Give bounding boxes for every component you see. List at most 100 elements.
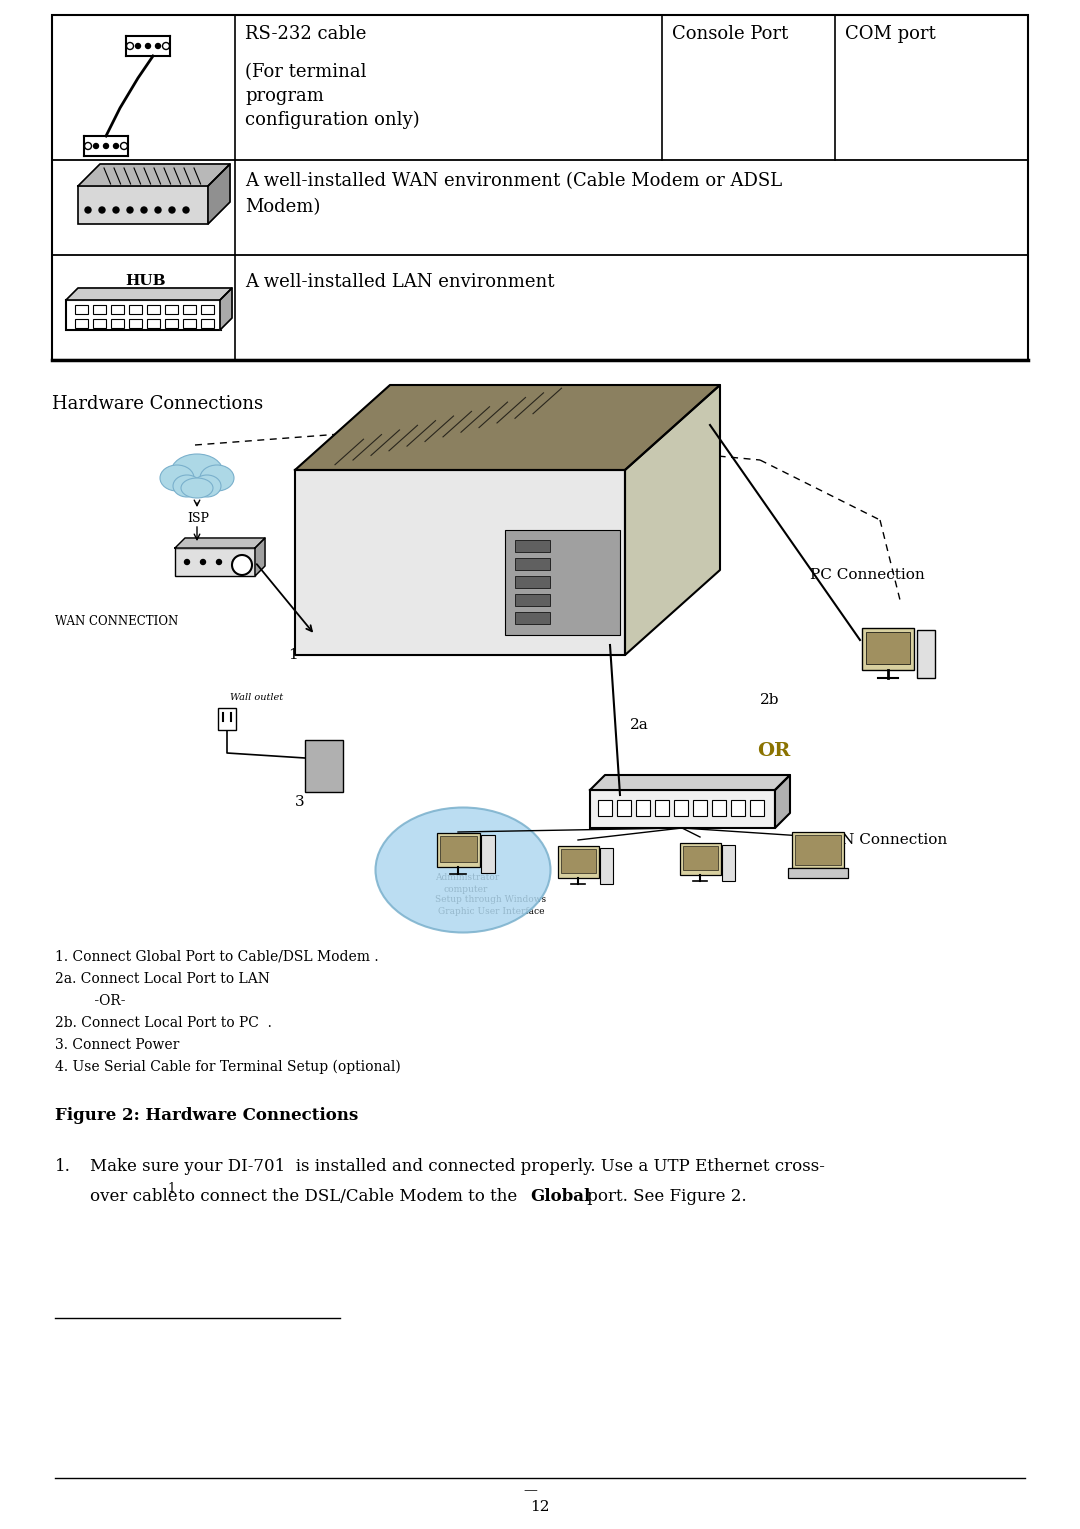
Bar — [600, 849, 613, 884]
Polygon shape — [295, 469, 625, 654]
Text: 3. Connect Power: 3. Connect Power — [55, 1038, 179, 1052]
Ellipse shape — [104, 144, 108, 148]
Text: Administrator: Administrator — [435, 873, 499, 882]
Bar — [617, 800, 631, 816]
Polygon shape — [78, 164, 230, 187]
Text: ISP: ISP — [187, 512, 210, 524]
Text: 2a: 2a — [630, 719, 649, 732]
Text: port. See Figure 2.: port. See Figure 2. — [582, 1188, 746, 1205]
Bar — [636, 800, 650, 816]
Text: Cable/DSL: Cable/DSL — [177, 550, 226, 560]
Text: WAN CONNECTION: WAN CONNECTION — [55, 615, 178, 628]
Bar — [731, 800, 745, 816]
Bar — [66, 300, 221, 330]
Ellipse shape — [173, 476, 201, 497]
Text: RS-232 cable: RS-232 cable — [245, 24, 366, 43]
Ellipse shape — [200, 465, 234, 491]
Bar — [683, 846, 718, 870]
Text: 1: 1 — [288, 648, 298, 662]
Text: COM port: COM port — [845, 24, 935, 43]
Polygon shape — [255, 538, 265, 576]
Text: 4. Use Serial Cable for Terminal Setup (optional): 4. Use Serial Cable for Terminal Setup (… — [55, 1060, 401, 1075]
Ellipse shape — [185, 560, 189, 564]
Bar — [305, 740, 343, 792]
Text: 12: 12 — [530, 1500, 550, 1514]
Bar — [201, 304, 214, 313]
Bar — [598, 800, 612, 816]
Text: over cable: over cable — [90, 1188, 177, 1205]
Bar — [111, 320, 124, 329]
Text: 2b: 2b — [760, 693, 780, 706]
Bar — [93, 304, 106, 313]
Text: HUB: HUB — [667, 777, 704, 790]
Ellipse shape — [160, 465, 194, 491]
Bar — [515, 576, 550, 589]
Text: 3: 3 — [295, 795, 305, 809]
Ellipse shape — [156, 206, 161, 213]
Bar — [561, 849, 596, 873]
Ellipse shape — [216, 560, 221, 564]
Ellipse shape — [201, 560, 205, 564]
Bar — [201, 320, 214, 329]
Bar — [515, 540, 550, 552]
Text: Console Port: Console Port — [672, 24, 788, 43]
Bar — [165, 304, 178, 313]
Text: Modem): Modem) — [245, 197, 321, 216]
Bar — [175, 547, 255, 576]
Bar — [862, 628, 914, 670]
Polygon shape — [625, 385, 720, 654]
Text: modem: modem — [187, 563, 221, 572]
Bar — [75, 320, 87, 329]
Polygon shape — [220, 287, 232, 330]
Text: HUB: HUB — [125, 274, 165, 287]
Text: Make sure your DI-701  is installed and connected properly. Use a UTP Ethernet c: Make sure your DI-701 is installed and c… — [90, 1157, 825, 1174]
Ellipse shape — [156, 43, 161, 49]
Polygon shape — [295, 385, 720, 469]
Text: Global: Global — [530, 1188, 591, 1205]
Polygon shape — [175, 538, 265, 547]
Ellipse shape — [146, 43, 150, 49]
Bar — [93, 320, 106, 329]
Text: 1: 1 — [167, 1182, 175, 1196]
Text: Figure 2: Hardware Connections: Figure 2: Hardware Connections — [55, 1107, 359, 1124]
Ellipse shape — [127, 206, 133, 213]
Ellipse shape — [181, 479, 213, 498]
Text: Hardware Connections: Hardware Connections — [52, 394, 264, 413]
Polygon shape — [590, 775, 789, 790]
Text: OR: OR — [757, 742, 791, 760]
Ellipse shape — [85, 206, 91, 213]
Bar — [440, 836, 477, 862]
Bar — [111, 304, 124, 313]
Text: (For terminal: (For terminal — [245, 63, 366, 81]
Bar — [147, 320, 160, 329]
Bar — [437, 833, 480, 867]
Text: Setup through Windows: Setup through Windows — [435, 894, 546, 904]
Bar — [183, 304, 195, 313]
Text: Wall outlet: Wall outlet — [230, 693, 283, 702]
Ellipse shape — [171, 454, 222, 489]
Text: Internet: Internet — [177, 469, 219, 479]
Text: to connect the DSL/Cable Modem to the: to connect the DSL/Cable Modem to the — [173, 1188, 523, 1205]
Text: program: program — [245, 87, 324, 106]
Ellipse shape — [162, 43, 170, 49]
Text: A well-installed LAN environment: A well-installed LAN environment — [245, 274, 554, 291]
Ellipse shape — [121, 142, 127, 150]
Ellipse shape — [168, 206, 175, 213]
Text: LAN Connection: LAN Connection — [820, 833, 947, 847]
Text: 2a. Connect Local Port to LAN: 2a. Connect Local Port to LAN — [55, 972, 270, 986]
Bar — [693, 800, 707, 816]
Bar — [165, 320, 178, 329]
Bar — [505, 531, 620, 635]
Ellipse shape — [94, 144, 98, 148]
Polygon shape — [775, 775, 789, 829]
Text: 1. Connect Global Port to Cable/DSL Modem .: 1. Connect Global Port to Cable/DSL Mode… — [55, 950, 379, 963]
Text: -OR-: -OR- — [55, 994, 125, 1008]
Bar — [147, 304, 160, 313]
Bar — [558, 846, 599, 878]
Bar — [515, 558, 550, 570]
Text: PC Connection: PC Connection — [810, 567, 924, 583]
Ellipse shape — [183, 206, 189, 213]
Bar — [750, 800, 764, 816]
Bar — [75, 304, 87, 313]
Text: configuration only): configuration only) — [245, 112, 420, 130]
